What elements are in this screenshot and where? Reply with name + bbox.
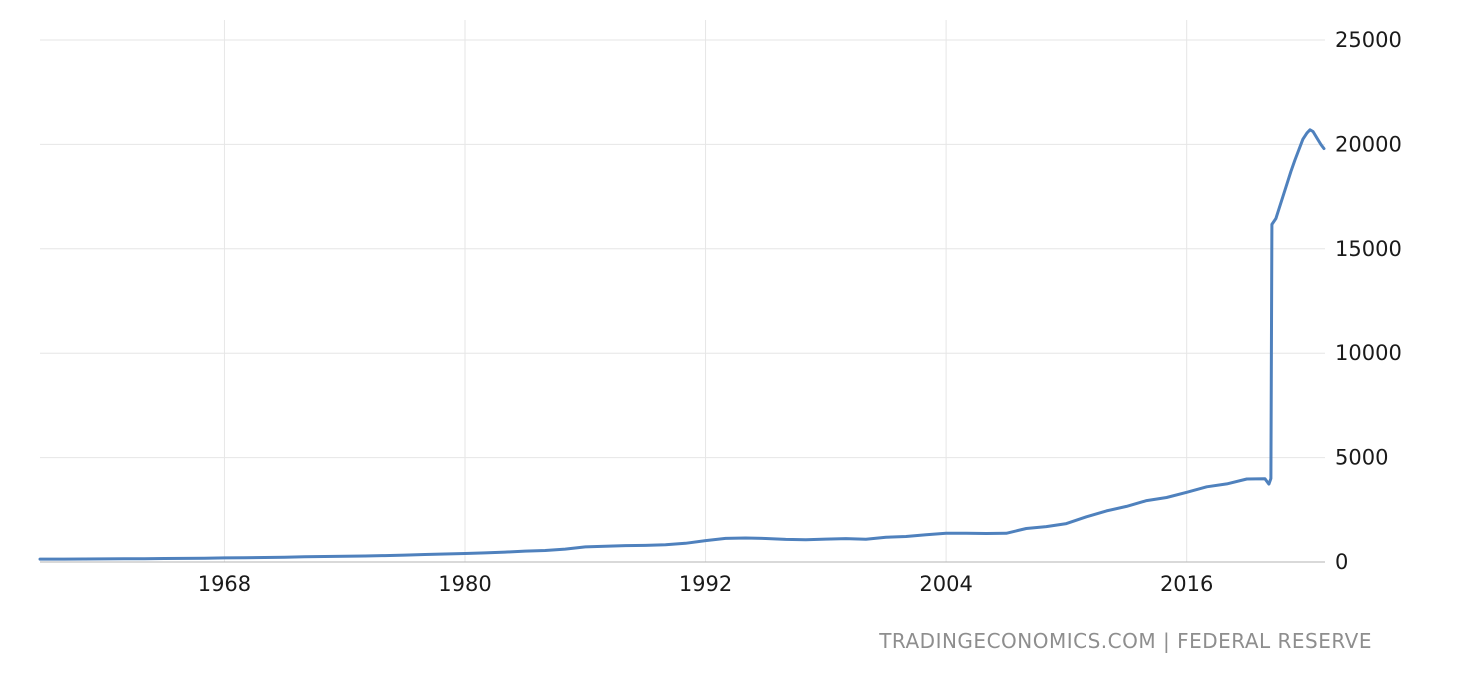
attribution-text: TRADINGECONOMICS.COM | FEDERAL RESERVE [879,629,1372,653]
gridlines [40,20,1325,562]
y-tick-label: 15000 [1335,237,1402,261]
x-tick-label: 2016 [1160,572,1213,596]
y-tick-label: 0 [1335,550,1348,574]
x-tick-label: 1980 [438,572,491,596]
x-tick-label: 1968 [198,572,251,596]
y-tick-label: 5000 [1335,446,1388,470]
y-tick-label: 25000 [1335,28,1402,52]
x-tick-label: 2004 [919,572,972,596]
series-line[interactable] [38,128,1326,561]
y-tick-label: 20000 [1335,132,1402,156]
y-tick-label: 10000 [1335,341,1402,365]
x-tick-label: 1992 [679,572,732,596]
